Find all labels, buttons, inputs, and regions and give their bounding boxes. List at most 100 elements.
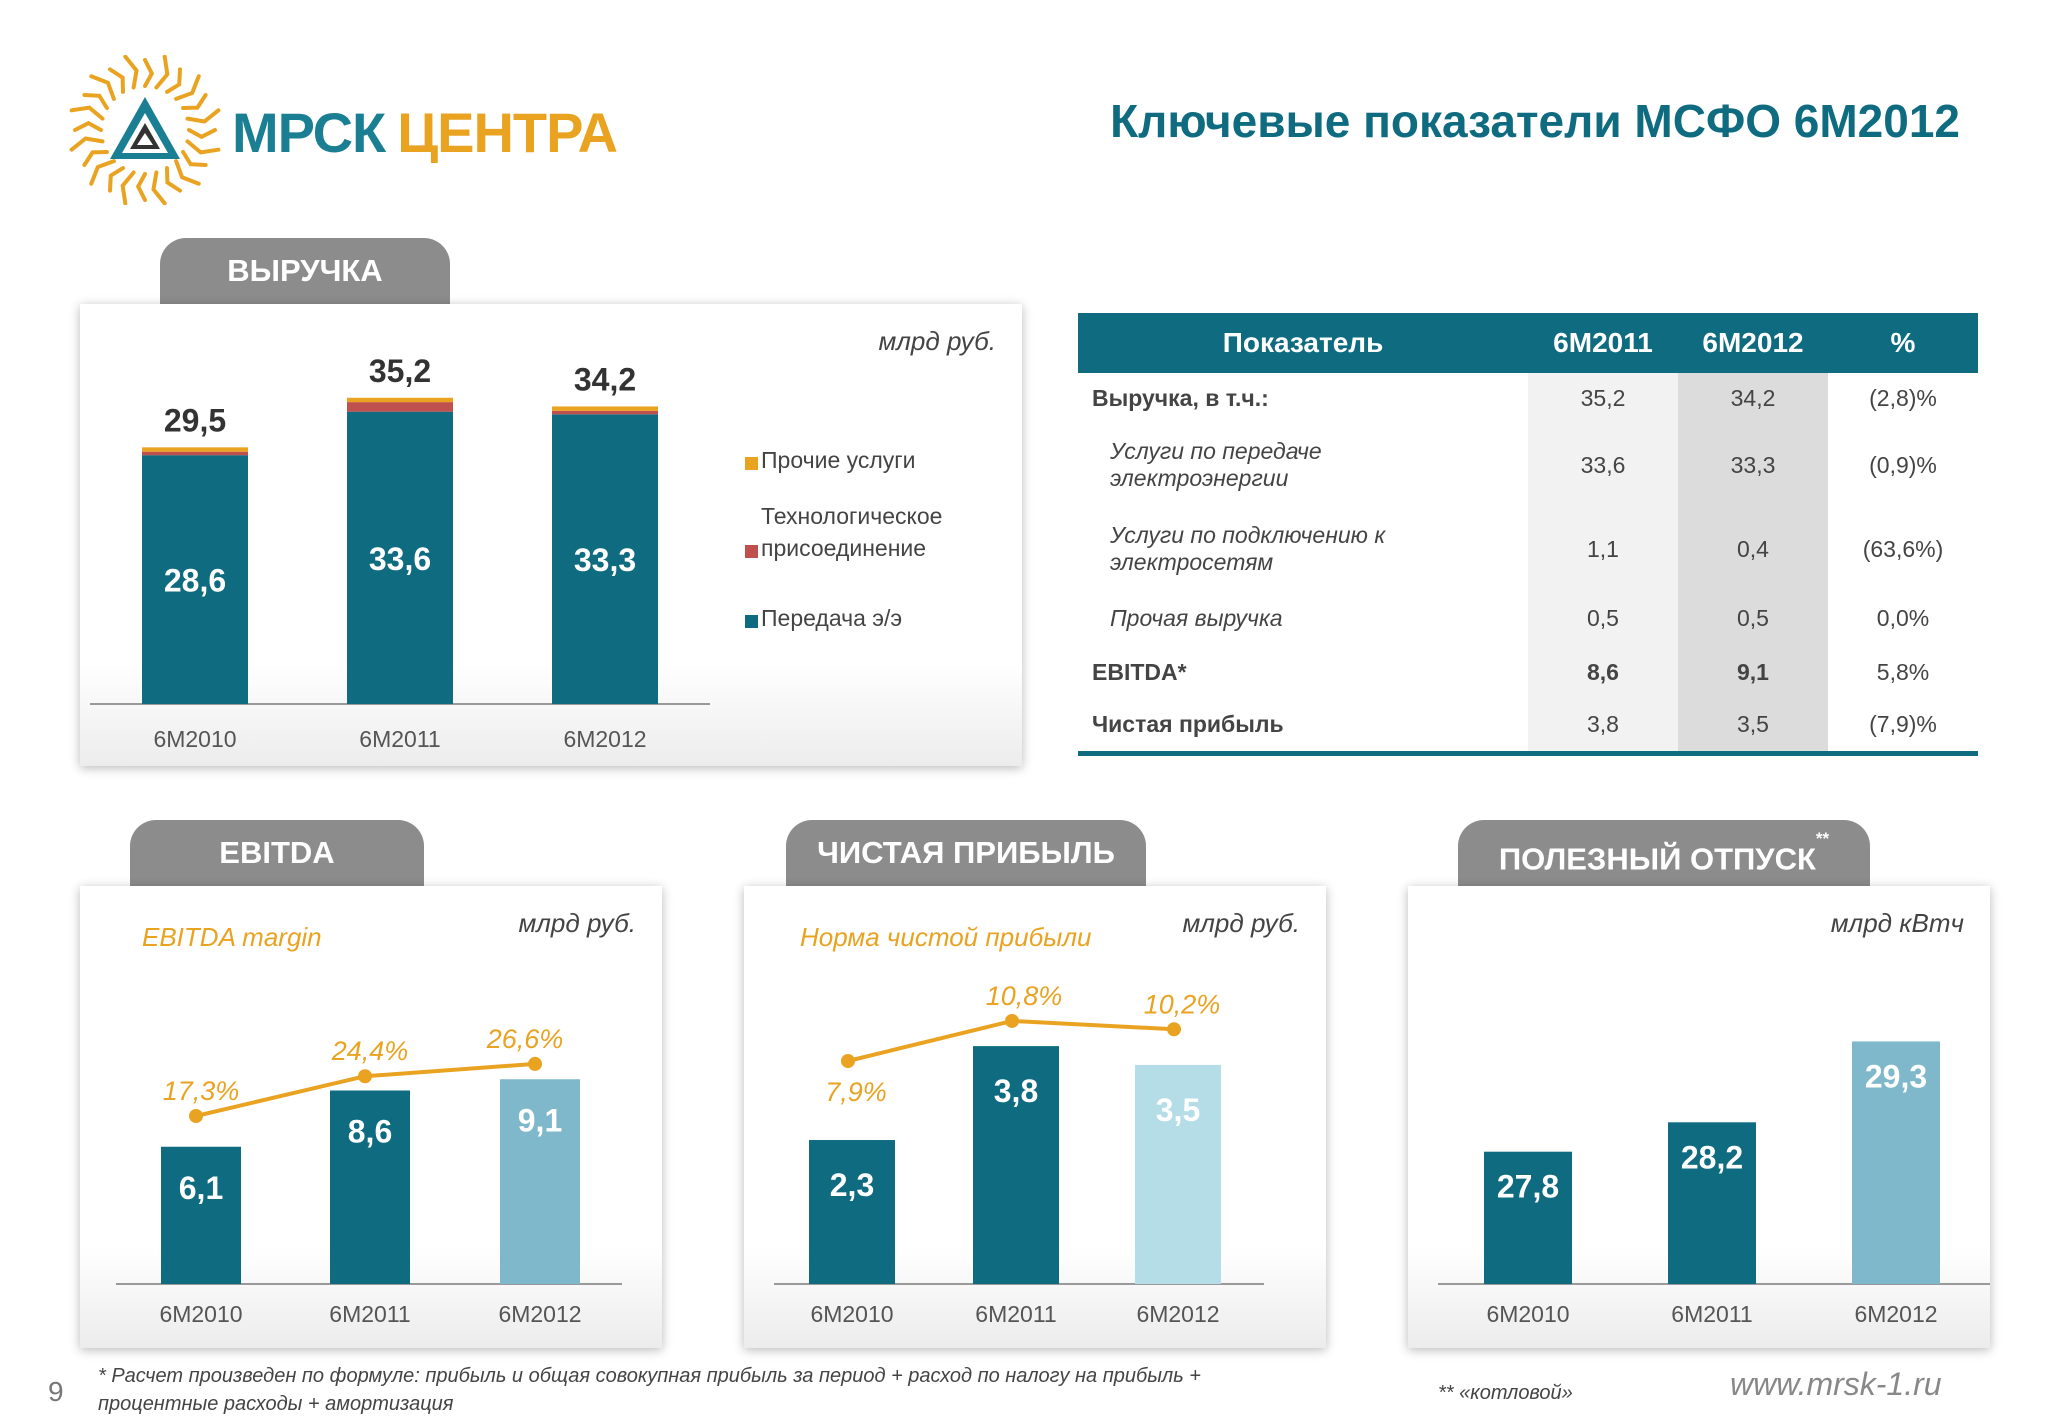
- logo-ray: [174, 74, 201, 101]
- table-row: Прочая выручка 0,5 0,5 0,0%: [1078, 591, 1978, 645]
- supply-x-tick: 6М2012: [1854, 1301, 1937, 1327]
- net-margin-label: Норма чистой прибыли: [800, 922, 1092, 952]
- revenue-bar-segment: [552, 406, 658, 411]
- footnote: * Расчет произведен по формуле: прибыль …: [98, 1365, 1201, 1415]
- tab-net-profit: ЧИСТАЯ ПРИБЫЛЬ: [786, 820, 1146, 886]
- net-profit-chart-panel: 2,3 6М2010 3,8 6М2011 3,5 6М2012 7,9% 10,8% 10,2…: [744, 886, 1326, 1348]
- ebitda-x-tick: 6М2011: [329, 1301, 410, 1327]
- legend-swatch: [745, 457, 758, 470]
- ebitda-margin-point: [358, 1069, 372, 1084]
- net-profit-x-tick: 6М2010: [810, 1301, 893, 1327]
- cell-6m2012: 0,4: [1678, 507, 1828, 591]
- logo-ray: [174, 159, 201, 186]
- net-profit-margin-label: 7,9%: [825, 1077, 887, 1107]
- logo-ray: [120, 170, 136, 205]
- logo-ray: [165, 67, 182, 94]
- legend-tech-connection: Технологическое присоединение: [745, 500, 942, 564]
- cell-6m2011: 35,2: [1528, 373, 1678, 423]
- logo-ray: [143, 58, 155, 88]
- revenue-bar-label: 28,6: [164, 563, 226, 599]
- row-label: Чистая прибыль: [1078, 699, 1528, 756]
- row-label: Услуги по передаче электроэнергии: [1110, 438, 1322, 491]
- net-profit-x-tick: 6М2011: [975, 1301, 1056, 1327]
- logo-ray: [89, 159, 116, 186]
- supply-bar: [1852, 1041, 1940, 1284]
- revenue-bar-segment: [347, 411, 453, 704]
- supply-chart-panel: 27,8 6М2010 28,2 6М2011 29,3 6М2012 млрд кВтч: [1408, 886, 1990, 1348]
- ebitda-bar: [161, 1146, 241, 1284]
- revenue-bar-segment: [142, 447, 248, 452]
- logo-ray: [108, 166, 125, 193]
- legend-label: Прочие услуги: [761, 447, 916, 473]
- revenue-bar-segment: [552, 414, 658, 704]
- row-label: EBITDA*: [1092, 658, 1187, 685]
- cell-6m2011: 1,1: [1528, 507, 1678, 591]
- logo-ray: [82, 150, 109, 167]
- supply-bar-label: 28,2: [1681, 1139, 1743, 1175]
- supply-bar-label: 29,3: [1865, 1058, 1927, 1094]
- ebitda-margin-point: [528, 1056, 542, 1071]
- supply-chart: 27,8 6М2010 28,2 6М2011 29,3 6М2012: [1438, 1041, 1990, 1327]
- revenue-bar-label: 33,6: [369, 541, 431, 577]
- cell-6m2012: 9,1: [1678, 645, 1828, 699]
- row-label: Услуги по подключению к электросетям: [1110, 522, 1386, 575]
- logo-ray: [69, 136, 105, 152]
- website-link[interactable]: www.mrsk-1.ru: [1730, 1366, 1942, 1402]
- tab-supply: ПОЛЕЗНЫЙ ОТПУСК**: [1458, 820, 1870, 886]
- logo-ray: [181, 93, 208, 110]
- revenue-x-tick: 6М2012: [563, 726, 646, 752]
- revenue-total-label: 29,5: [164, 402, 226, 438]
- table-row: Выручка, в т.ч.: 35,2 34,2 (2,8)%: [1078, 373, 1978, 423]
- logo-ray: [187, 128, 217, 140]
- revenue-total-label: 34,2: [574, 361, 636, 397]
- logo-ray: [123, 55, 139, 90]
- page-number: 9: [48, 1376, 64, 1407]
- ebitda-margin-label: 24,4%: [331, 1036, 409, 1066]
- supply-unit: млрд кВтч: [1830, 908, 1964, 938]
- supply-bar-label: 27,8: [1497, 1169, 1559, 1205]
- revenue-total-label: 35,2: [369, 353, 431, 389]
- footnote-boiler: ** «котловой»: [1438, 1382, 1573, 1404]
- logo-ray: [185, 108, 221, 124]
- kpi-header-indicator: Показатель: [1078, 313, 1528, 373]
- revenue-bar-label: 33,3: [574, 542, 636, 578]
- ebitda-bar: [500, 1079, 580, 1284]
- net-profit-x-tick: 6М2012: [1136, 1301, 1219, 1327]
- cell-pct: (2,8)%: [1869, 384, 1937, 411]
- logo-ray: [151, 170, 167, 205]
- net-profit-margin-point: [841, 1054, 855, 1068]
- logo-ray: [89, 74, 116, 101]
- revenue-bar-segment: [347, 397, 453, 403]
- revenue-unit: млрд руб.: [878, 326, 996, 356]
- cell-6m2011: 3,8: [1528, 699, 1678, 756]
- supply-bar: [1484, 1151, 1572, 1284]
- net-profit-margin-label: 10,2%: [1144, 989, 1221, 1019]
- table-row: Чистая прибыль 3,8 3,5 (7,9)%: [1078, 699, 1978, 756]
- company-logo: [69, 55, 221, 205]
- ebitda-chart-panel: 6,1 6М2010 8,6 6М2011 9,1 6М2012 17,3% 24,4% 26,…: [80, 886, 662, 1348]
- net-profit-margin-label: 10,8%: [986, 981, 1063, 1011]
- net-profit-bar: [973, 1046, 1059, 1284]
- cell-6m2012: 33,3: [1678, 423, 1828, 507]
- net-profit-bar-label: 3,5: [1156, 1092, 1200, 1128]
- legend-swatch: [745, 545, 758, 558]
- net-profit-unit: млрд руб.: [1182, 908, 1300, 938]
- logo-ray: [165, 166, 182, 193]
- logo-ray: [154, 55, 170, 90]
- supply-bar: [1668, 1122, 1756, 1284]
- logo-ray: [135, 172, 147, 202]
- ebitda-bar-label: 8,6: [348, 1114, 392, 1150]
- logo-ray: [82, 93, 109, 110]
- ebitda-margin-label: 26,6%: [486, 1024, 564, 1054]
- kpi-table: Показатель 6М2011 6М2012 % Выручка, в т.…: [1078, 313, 1978, 756]
- net-profit-bar: [1135, 1064, 1221, 1284]
- cell-6m2011: 33,6: [1528, 423, 1678, 507]
- supply-x-tick: 6М2010: [1486, 1301, 1569, 1327]
- logo-ray: [181, 150, 208, 167]
- supply-x-tick: 6М2011: [1671, 1301, 1752, 1327]
- kpi-header-6m2012: 6М2012: [1678, 313, 1828, 373]
- net-profit-margin-point: [1167, 1022, 1181, 1037]
- ebitda-margin-point: [189, 1109, 203, 1123]
- revenue-bar-segment: [142, 451, 248, 456]
- net-profit-margin-point: [1005, 1013, 1019, 1028]
